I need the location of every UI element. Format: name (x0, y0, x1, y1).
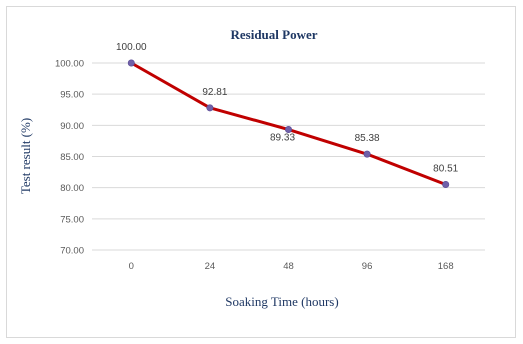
y-axis-title: Test result (%) (18, 118, 33, 194)
x-tick-label: 48 (283, 261, 294, 272)
data-point-marker (442, 180, 450, 188)
y-axis-ticks: 70.00 75.00 80.00 85.00 90.00 95.00 100.00 (55, 59, 84, 257)
data-point-marker (127, 59, 135, 67)
x-tick-label: 168 (438, 261, 454, 272)
marker-layer (127, 59, 450, 188)
data-point-marker (363, 150, 371, 158)
data-label: 85.38 (355, 133, 380, 144)
y-tick-label: 100.00 (55, 59, 84, 70)
y-tick-label: 75.00 (60, 214, 84, 225)
y-tick-label: 85.00 (60, 152, 84, 163)
x-tick-label: 24 (205, 261, 216, 272)
data-label: 100.00 (116, 42, 147, 53)
data-label: 80.51 (433, 163, 458, 174)
y-tick-label: 90.00 (60, 121, 84, 132)
y-tick-label: 95.00 (60, 90, 84, 101)
x-tick-label: 0 (129, 261, 134, 272)
chart-frame (6, 6, 516, 338)
x-axis-title: Soaking Time (hours) (225, 294, 338, 309)
y-tick-label: 80.00 (60, 183, 84, 194)
gridlines (92, 62, 485, 251)
data-label-layer: 100.00 92.81 89.33 85.38 80.51 (116, 42, 459, 174)
x-axis-ticks: 0 24 48 96 168 (129, 261, 454, 272)
data-label: 92.81 (202, 87, 227, 98)
series-line (129, 61, 448, 186)
data-point-marker (284, 126, 292, 134)
y-tick-label: 70.00 (60, 246, 84, 257)
chart-title: Residual Power (230, 27, 317, 42)
x-tick-label: 96 (362, 261, 373, 272)
data-point-marker (206, 104, 214, 112)
series-line-layer (129, 61, 448, 186)
data-label: 89.33 (270, 133, 295, 144)
